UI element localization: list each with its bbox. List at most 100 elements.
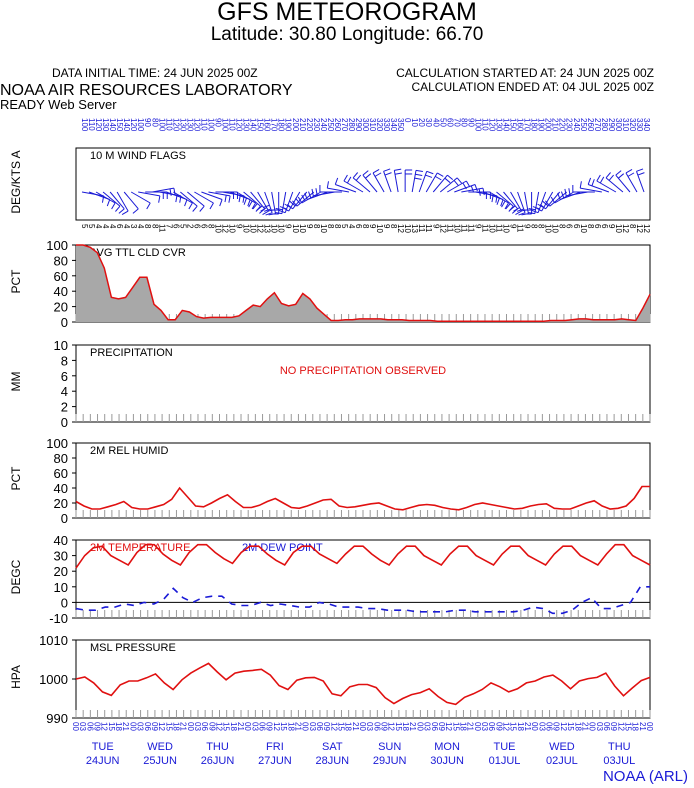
wind-barb-staff bbox=[596, 180, 617, 193]
day-weekday: WED bbox=[549, 741, 575, 753]
y-tick-label: 0 bbox=[61, 415, 68, 430]
wind-barb-flag bbox=[447, 174, 454, 181]
humidity-line bbox=[75, 485, 650, 511]
hour-tick-label: 03 bbox=[595, 722, 604, 731]
wind-direction-label: 150 bbox=[256, 118, 265, 132]
wind-barb-flag bbox=[474, 184, 478, 192]
wind-barb-staff bbox=[95, 191, 116, 204]
wind-direction-label: 80 bbox=[150, 118, 159, 127]
wind-barb-flag bbox=[343, 174, 348, 182]
day-date: 27JUN bbox=[258, 755, 292, 767]
day-date: 03JUL bbox=[603, 755, 635, 767]
wind-barb-flag bbox=[394, 172, 402, 175]
y-axis-label: PCT bbox=[9, 466, 23, 491]
wind-speed-label: 6 bbox=[115, 224, 124, 229]
wind-speed-label: 4 bbox=[136, 224, 145, 229]
data-initial-time: DATA INITIAL TIME: 24 JUN 2025 00Z bbox=[52, 66, 258, 80]
wind-direction-label: 200 bbox=[291, 118, 300, 132]
wind-barb bbox=[404, 169, 413, 192]
wind-barb-staff bbox=[152, 187, 175, 193]
wind-direction-label: 240 bbox=[572, 118, 581, 132]
wind-direction-label: 160 bbox=[263, 118, 272, 132]
wind-speed-label: 11 bbox=[459, 224, 468, 233]
hour-tick-label: 21 bbox=[121, 722, 130, 731]
wind-speed-label: 10 bbox=[579, 224, 588, 233]
wind-barb bbox=[187, 191, 205, 212]
wind-barb-flag bbox=[605, 172, 611, 179]
wind-barb-staff bbox=[180, 191, 198, 207]
wind-speed-label: 2 bbox=[185, 224, 194, 229]
hour-tick-label: 06 bbox=[315, 722, 324, 731]
wind-barb bbox=[236, 191, 257, 210]
wind-barb-flag bbox=[544, 200, 551, 207]
wind-barb-flag bbox=[531, 209, 539, 214]
panel-title: PRECIPITATION bbox=[90, 347, 173, 359]
hour-tick-label: 09 bbox=[93, 722, 102, 731]
wind-barb-flag bbox=[132, 208, 139, 214]
wind-speed-label: 8 bbox=[326, 224, 335, 229]
wind-direction-label: 310 bbox=[368, 118, 377, 132]
y-tick-label: 6 bbox=[61, 369, 68, 384]
wind-barb-flag bbox=[252, 203, 258, 210]
wind-direction-label: 130 bbox=[185, 118, 194, 132]
y-tick-label: 40 bbox=[54, 284, 68, 299]
wind-barb-flag bbox=[188, 202, 193, 210]
wind-speed-label: 4 bbox=[347, 224, 356, 229]
wind-barb bbox=[208, 191, 231, 203]
y-tick-label: 60 bbox=[54, 269, 68, 284]
wind-barb-flag bbox=[265, 212, 273, 216]
wind-barb-flag bbox=[415, 173, 423, 176]
wind-direction-label: 250 bbox=[579, 118, 588, 132]
wind-direction-label: 110 bbox=[87, 118, 96, 131]
wind-barb-flag bbox=[260, 207, 267, 212]
wind-barb bbox=[564, 188, 588, 197]
wind-barb-flag bbox=[627, 172, 635, 177]
wind-direction-label: 330 bbox=[635, 118, 644, 132]
wind-direction-label: 220 bbox=[558, 118, 567, 132]
wind-barb bbox=[636, 168, 645, 193]
hour-tick-label: 03 bbox=[480, 722, 489, 731]
hour-tick-label: 00 bbox=[645, 722, 654, 731]
wind-barb-flag bbox=[501, 200, 506, 208]
wind-barb-flag bbox=[256, 205, 263, 211]
y-tick-label: 1000 bbox=[39, 672, 68, 687]
hour-tick-label: 15 bbox=[279, 722, 288, 731]
wind-direction-label: 150 bbox=[509, 118, 518, 132]
hour-tick-label: 09 bbox=[207, 722, 216, 731]
hour-tick-label: 12 bbox=[559, 722, 568, 731]
wind-direction-label: 230 bbox=[565, 118, 574, 132]
wind-barb-staff bbox=[580, 187, 602, 193]
wind-direction-label: 290 bbox=[354, 118, 363, 132]
wind-speed-label: 10 bbox=[319, 224, 328, 233]
wind-barb bbox=[352, 172, 371, 193]
hour-tick-label: 15 bbox=[451, 722, 460, 731]
wind-speed-label: 4 bbox=[94, 224, 103, 229]
hour-tick-label: 00 bbox=[473, 722, 482, 731]
wind-barb-flag bbox=[146, 202, 151, 210]
panel-frame bbox=[75, 147, 651, 221]
wind-barb-staff bbox=[187, 191, 205, 207]
wind-barb bbox=[557, 191, 581, 200]
wind-direction-label: 230 bbox=[312, 118, 321, 132]
wind-barb-flag bbox=[121, 210, 129, 215]
wind-barb-flag bbox=[384, 172, 392, 176]
wind-speed-label: 6 bbox=[600, 224, 609, 229]
hour-tick-label: 09 bbox=[380, 722, 389, 731]
wind-barb-staff bbox=[102, 191, 121, 207]
hour-tick-label: 21 bbox=[293, 722, 302, 731]
hour-tick-label: 15 bbox=[336, 722, 345, 731]
wind-speed-label: 6 bbox=[192, 224, 201, 229]
wind-barb-flag bbox=[297, 196, 303, 204]
hour-tick-label: 03 bbox=[537, 722, 546, 731]
wind-barb-flag bbox=[326, 181, 329, 189]
wind-speed-label: 11 bbox=[445, 224, 454, 233]
wind-barb-flag bbox=[425, 174, 433, 178]
wind-speed-label: 12 bbox=[621, 224, 630, 233]
hour-tick-label: 09 bbox=[552, 722, 561, 731]
wind-barb bbox=[544, 191, 568, 207]
wind-barb-flag bbox=[444, 177, 451, 184]
wind-speed-label: 10 bbox=[270, 224, 279, 233]
hour-tick-label: 03 bbox=[78, 722, 87, 731]
hour-tick-label: 06 bbox=[200, 722, 209, 731]
wind-speed-label: 11 bbox=[516, 224, 525, 233]
